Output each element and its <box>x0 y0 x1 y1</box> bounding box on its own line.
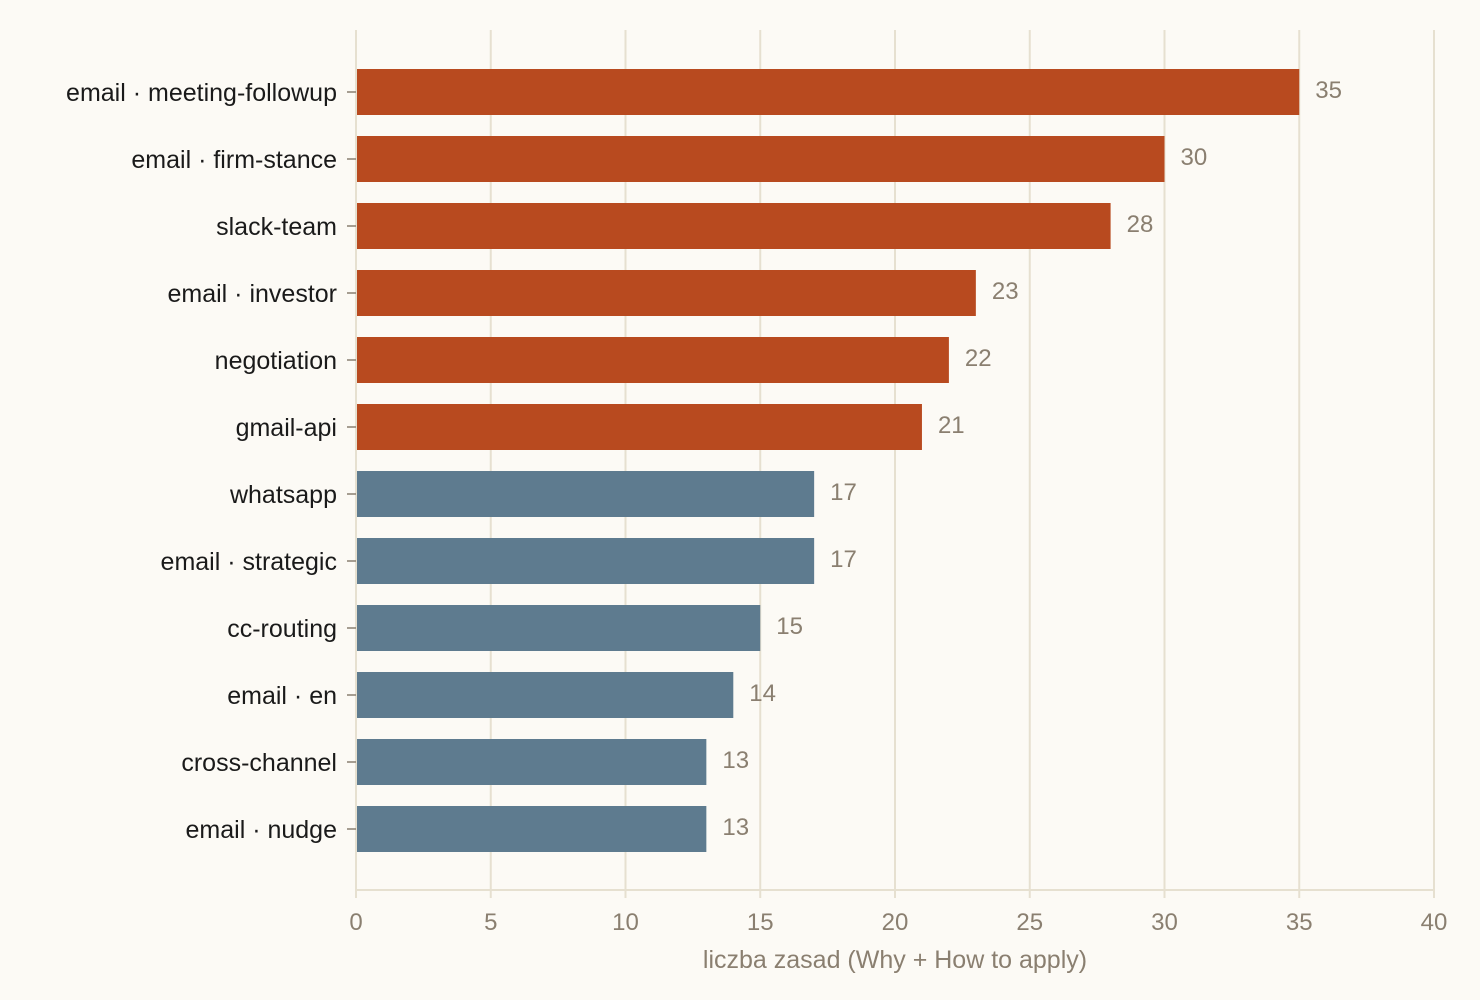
bar <box>357 739 707 785</box>
x-tick-label: 25 <box>1016 909 1043 936</box>
x-tick-label: 15 <box>747 909 774 936</box>
category-label: email · nudge <box>186 816 337 844</box>
value-label: 21 <box>938 412 965 439</box>
category-label: whatsapp <box>229 481 337 509</box>
value-label: 14 <box>749 680 776 707</box>
x-tick-label: 5 <box>484 909 497 936</box>
category-label: email · firm-stance <box>131 146 337 174</box>
value-label: 28 <box>1127 211 1154 238</box>
category-label: email · en <box>227 682 337 710</box>
category-label: slack-team <box>216 213 337 241</box>
x-axis-title: liczba zasad (Why + How to apply) <box>703 946 1087 974</box>
bar <box>357 270 976 316</box>
category-label: email · meeting-followup <box>66 79 337 107</box>
bar <box>357 538 815 584</box>
bar <box>357 806 707 852</box>
category-label: gmail-api <box>236 414 337 442</box>
axes <box>347 30 1435 898</box>
value-label: 15 <box>776 613 803 640</box>
bars <box>357 69 1300 852</box>
category-label: cc-routing <box>227 615 337 643</box>
x-tick-label: 30 <box>1151 909 1178 936</box>
value-label: 17 <box>830 546 857 573</box>
bar <box>357 203 1111 249</box>
category-label: cross-channel <box>181 749 337 777</box>
value-label: 13 <box>722 747 749 774</box>
labels: 0 5 10 15 20 25 30 35 40 email · meeting-followup… <box>66 77 1447 936</box>
category-label: negotiation <box>215 347 337 375</box>
x-tick-label: 40 <box>1421 909 1448 936</box>
category-label: email · investor <box>168 280 338 308</box>
bar <box>357 605 761 651</box>
x-tick-label: 0 <box>349 909 362 936</box>
x-tick-label: 20 <box>882 909 909 936</box>
value-label: 23 <box>992 278 1019 305</box>
bar <box>357 471 815 517</box>
x-tick-label: 10 <box>612 909 639 936</box>
category-label: email · strategic <box>161 548 337 576</box>
bar <box>357 69 1300 115</box>
bar <box>357 672 734 718</box>
x-tick-label: 35 <box>1286 909 1313 936</box>
bar <box>357 337 949 383</box>
value-label: 22 <box>965 345 992 372</box>
value-label: 17 <box>830 479 857 506</box>
value-label: 35 <box>1315 77 1342 104</box>
value-label: 13 <box>722 814 749 841</box>
bar <box>357 404 922 450</box>
bar <box>357 136 1165 182</box>
value-label: 30 <box>1181 144 1208 171</box>
